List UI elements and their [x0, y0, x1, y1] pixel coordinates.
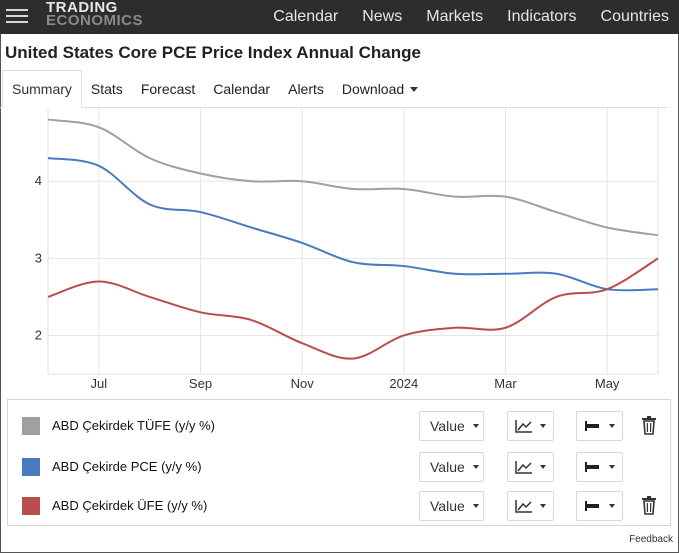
x-tick-label: Mar: [494, 376, 517, 391]
series-row: ABD Çekirdek ÜFE (y/y %) Value: [8, 491, 670, 521]
x-tick-label: 2024: [389, 376, 418, 391]
x-tick-label: May: [595, 376, 620, 391]
y-tick-label: 4: [35, 173, 42, 188]
tab-summary[interactable]: Summary: [2, 70, 82, 108]
line-chart-icon: [515, 420, 532, 433]
logo-line2: ECONOMICS: [46, 12, 144, 29]
x-tick-label: Jul: [91, 376, 108, 391]
chevron-down-icon: [540, 465, 546, 469]
bar-style-icon: [585, 462, 599, 472]
series-color-swatch: [22, 458, 40, 476]
chart-type-dropdown[interactable]: [507, 491, 554, 521]
value-dropdown[interactable]: Value: [419, 411, 484, 441]
chart-area: 2 3 4 Jul Sep Nov 2024 Mar May: [0, 108, 667, 393]
chevron-down-icon: [410, 86, 419, 92]
chevron-down-icon: [472, 424, 479, 428]
tab-download-label: Download: [341, 81, 405, 97]
tab-bar: Summary Stats Forecast Calendar Alerts D…: [0, 70, 667, 108]
tab-forecast[interactable]: Forecast: [132, 70, 204, 108]
page-title: United States Core PCE Price Index Annua…: [5, 43, 421, 62]
logo-line1: TRADING: [46, 0, 118, 16]
series-line-core-ppi[interactable]: [47, 257, 659, 360]
series-row: ABD Çekirde PCE (y/y %) Value: [8, 452, 670, 482]
chevron-down-icon: [472, 465, 479, 469]
style-dropdown[interactable]: [576, 491, 623, 521]
tab-calendar[interactable]: Calendar: [204, 70, 279, 108]
series-line-core-pce[interactable]: [47, 157, 659, 292]
value-dropdown[interactable]: Value: [419, 452, 484, 482]
tab-summary-label: Summary: [12, 81, 72, 97]
nav-links: Calendar News Markets Indicators Countri…: [249, 0, 669, 34]
series-row: ABD Çekirdek TÜFE (y/y %) Value: [8, 411, 670, 441]
series-legend: ABD Çekirdek TÜFE (y/y %) Value ABD Çeki…: [7, 399, 671, 526]
style-dropdown[interactable]: [576, 452, 623, 482]
chevron-down-icon: [609, 504, 615, 508]
line-chart-icon: [515, 500, 532, 513]
hamburger-menu-icon[interactable]: [6, 6, 28, 26]
chevron-down-icon: [609, 424, 615, 428]
feedback-link[interactable]: Feedback: [629, 534, 673, 545]
bar-style-icon: [585, 501, 599, 511]
series-color-swatch: [22, 417, 40, 435]
chevron-down-icon: [472, 504, 479, 508]
value-dropdown[interactable]: Value: [419, 491, 484, 521]
tab-alerts[interactable]: Alerts: [279, 70, 333, 108]
chart-type-dropdown[interactable]: [507, 452, 554, 482]
series-label: ABD Çekirde PCE (y/y %): [52, 459, 202, 474]
chevron-down-icon: [609, 465, 615, 469]
tab-stats[interactable]: Stats: [82, 70, 132, 108]
tab-forecast-label: Forecast: [140, 81, 196, 97]
chevron-down-icon: [540, 424, 546, 428]
series-label: ABD Çekirdek TÜFE (y/y %): [52, 418, 216, 433]
value-dropdown-label: Value: [430, 459, 465, 475]
x-tick-label: Sep: [189, 376, 212, 391]
bar-style-icon: [585, 421, 599, 431]
series-color-swatch: [22, 497, 40, 515]
nav-link-indicators[interactable]: Indicators: [507, 8, 577, 25]
line-chart: 2 3 4 Jul Sep Nov 2024 Mar May: [35, 108, 659, 391]
line-chart-icon: [515, 461, 532, 474]
chart-type-dropdown[interactable]: [507, 411, 554, 441]
value-dropdown-label: Value: [430, 498, 465, 514]
tab-download[interactable]: Download: [333, 70, 427, 108]
nav-link-news[interactable]: News: [362, 8, 403, 25]
tab-alerts-label: Alerts: [288, 81, 324, 97]
trash-icon[interactable]: [641, 415, 657, 435]
trash-icon[interactable]: [641, 495, 657, 515]
tab-stats-label: Stats: [90, 81, 123, 97]
y-tick-label: 2: [35, 327, 42, 342]
site-logo[interactable]: TRADING ECONOMICS: [46, 0, 144, 29]
tab-calendar-label: Calendar: [213, 81, 271, 97]
chevron-down-icon: [540, 504, 546, 508]
series-label: ABD Çekirdek ÜFE (y/y %): [52, 498, 208, 513]
nav-link-countries[interactable]: Countries: [600, 8, 669, 25]
nav-link-calendar[interactable]: Calendar: [273, 8, 339, 25]
x-tick-label: Nov: [291, 376, 315, 391]
nav-link-markets[interactable]: Markets: [426, 8, 484, 25]
style-dropdown[interactable]: [576, 411, 623, 441]
value-dropdown-label: Value: [430, 418, 465, 434]
top-nav: TRADING ECONOMICS Calendar News Markets …: [0, 0, 679, 34]
series-line-core-cpi[interactable]: [47, 118, 659, 237]
y-tick-label: 3: [35, 250, 42, 265]
